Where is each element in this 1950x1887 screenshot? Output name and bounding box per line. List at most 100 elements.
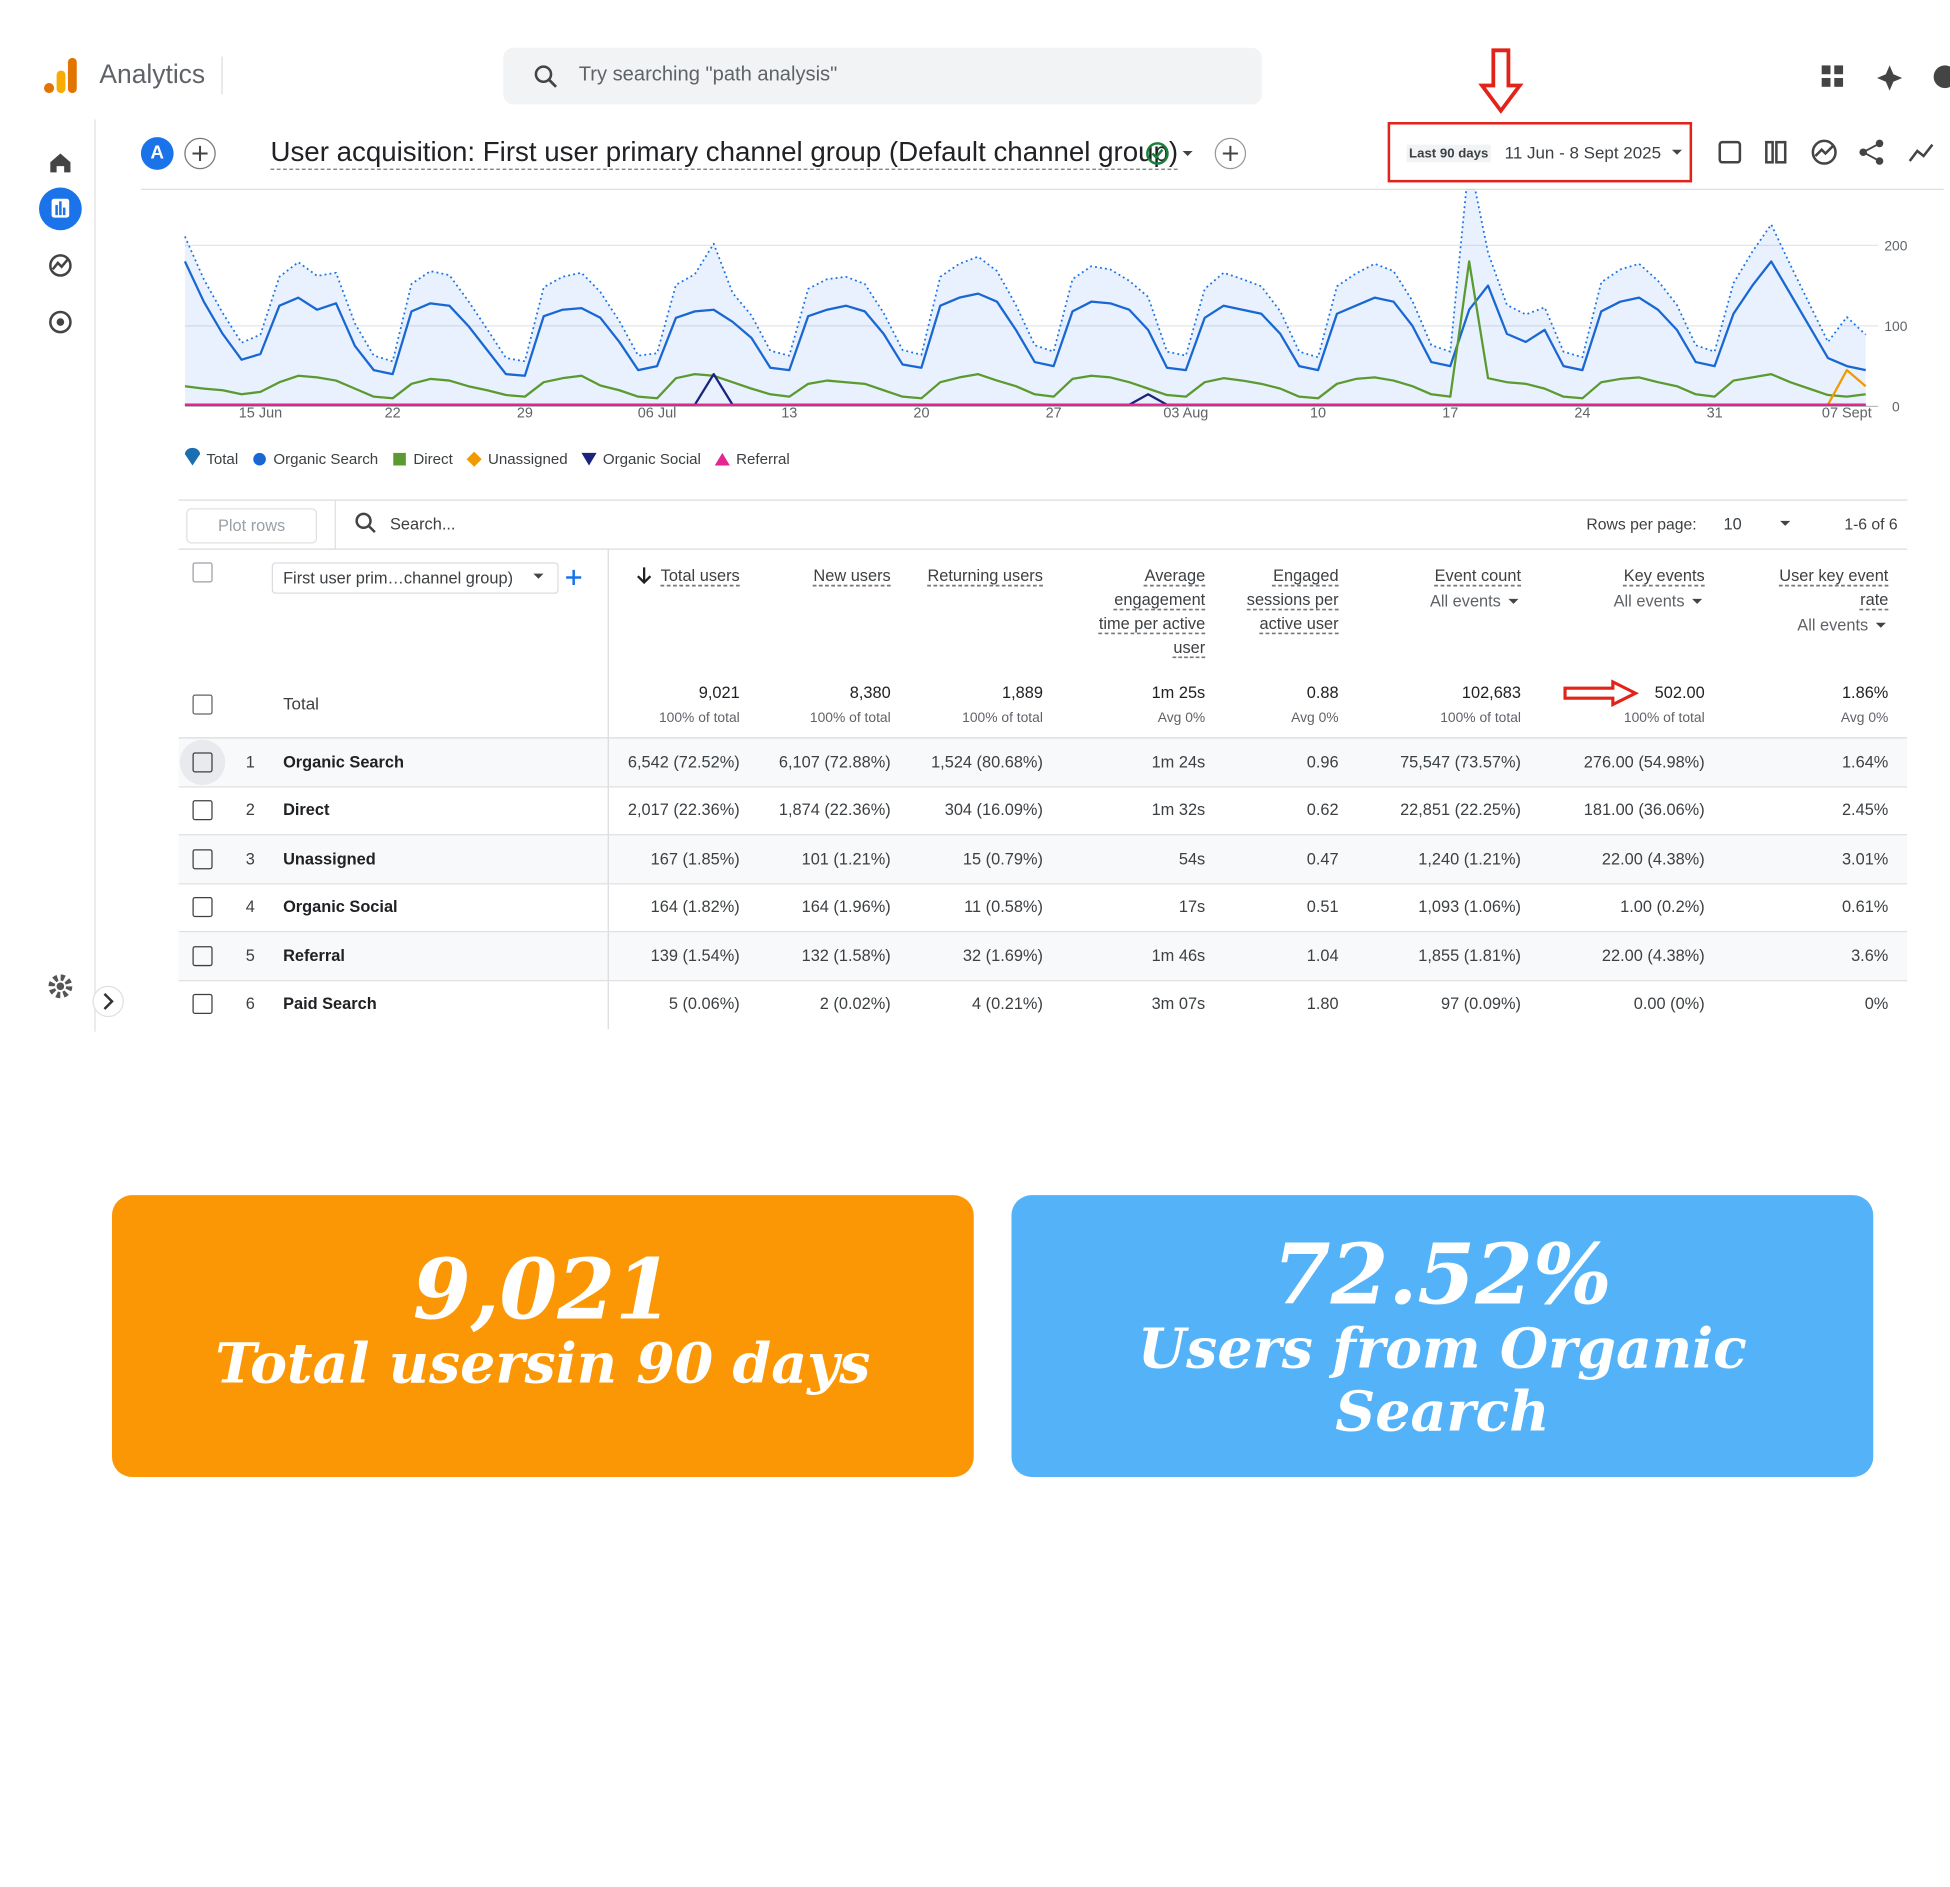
y-tick-label: 0 <box>1892 398 1900 414</box>
dimension-select[interactable] <box>271 562 559 594</box>
row-rank: 2 <box>245 800 255 820</box>
filter-caret[interactable] <box>1506 596 1521 609</box>
x-tick-label: 06 Jul <box>638 406 677 422</box>
row-cell: 181.00 (36.06%) <box>1583 800 1705 820</box>
total-note: 100% of total <box>962 710 1043 726</box>
row-rule <box>178 931 1908 933</box>
column-header[interactable]: Key events <box>1623 566 1705 586</box>
column-header[interactable]: New users <box>813 566 891 586</box>
row-cell: 1.80 <box>1306 993 1339 1013</box>
legend-marker <box>184 447 201 466</box>
row-rank: 3 <box>245 848 255 868</box>
row-checkbox[interactable] <box>192 800 213 821</box>
filter-caret[interactable] <box>1690 596 1705 609</box>
row-cell: 1m 46s <box>1151 945 1206 965</box>
row-cell: 0.61% <box>1841 897 1889 917</box>
search-placeholder: Try searching "path analysis" <box>578 64 838 86</box>
x-tick-label: 24 <box>1574 406 1590 422</box>
top-icons[interactable] <box>1819 63 1950 91</box>
row-cell: 1,855 (1.81%) <box>1418 945 1522 965</box>
date-picker[interactable] <box>1387 122 1693 183</box>
y-tick-label: 200 <box>1884 237 1907 253</box>
filter-caret[interactable] <box>1873 620 1888 633</box>
sidebar <box>30 119 96 1032</box>
rows-per-page-label: Rows per page: <box>1586 515 1697 534</box>
column-header[interactable]: Returning users <box>927 566 1043 586</box>
rows-per-page[interactable]: 10 <box>1723 514 1742 534</box>
row-cell: 75,547 (73.57%) <box>1400 752 1522 772</box>
search-box[interactable] <box>503 47 1262 105</box>
report-title: User acquisition: First user primary cha… <box>270 136 1179 170</box>
divider <box>221 56 223 95</box>
column-header[interactable]: Total users <box>660 566 740 586</box>
row-cell: 0.62 <box>1306 800 1339 820</box>
column-header[interactable]: Event count <box>1434 566 1522 586</box>
x-tick-label: 31 <box>1707 406 1723 422</box>
row-rank: 6 <box>245 993 255 1013</box>
logo <box>44 57 77 94</box>
row-cell: 132 (1.58%) <box>801 945 891 965</box>
legend-label: Total <box>206 451 238 468</box>
y-tick-label: 100 <box>1884 318 1907 334</box>
total-value: 0.88 <box>1306 683 1339 703</box>
avatar: A <box>150 142 165 164</box>
x-tick-label: 27 <box>1046 406 1062 422</box>
dimension-actions[interactable] <box>528 566 588 589</box>
legend-marker <box>714 452 730 466</box>
column-header[interactable]: Average engagement time per active user <box>1098 566 1206 657</box>
row-cell: 22.00 (4.38%) <box>1601 945 1705 965</box>
row-cell: 6,107 (72.88%) <box>778 752 891 772</box>
stat-card: 72.52% Users from Organic Search <box>1011 1195 1874 1477</box>
row-checkbox[interactable] <box>192 752 213 773</box>
column-header[interactable]: Engaged sessions per active user <box>1246 566 1339 633</box>
row-rank: 4 <box>245 897 255 917</box>
chart: 0 100 200 15 Jun 22 29 06 Jul 13 20 27 03 Aug 10 17 2… <box>183 188 1908 468</box>
legend-marker <box>466 451 482 467</box>
row-checkbox[interactable] <box>192 848 213 870</box>
row-cell: 3m 07s <box>1151 993 1206 1013</box>
row-checkbox[interactable] <box>192 945 213 966</box>
row-cell: 276.00 (54.98%) <box>1583 752 1705 772</box>
row-cell: 3.01% <box>1841 848 1889 868</box>
row-cell: 0.51 <box>1306 897 1339 917</box>
row-name: Organic Social <box>283 897 398 917</box>
column-filter: All events <box>1429 591 1501 611</box>
table-search-icon <box>355 512 376 534</box>
total-checkbox[interactable] <box>192 694 213 715</box>
rows-caret <box>1780 520 1791 526</box>
dimension-label: First user prim…channel group) <box>283 568 514 588</box>
row-rule <box>178 834 1908 836</box>
row-checkbox[interactable] <box>192 993 213 1015</box>
row-cell: 15 (0.79%) <box>962 848 1043 868</box>
sidebar-icons[interactable] <box>30 120 131 1032</box>
plot-rows-button[interactable]: Plot rows <box>186 508 318 544</box>
row-cell: 97 (0.09%) <box>1440 993 1522 1013</box>
row-cell: 0.47 <box>1306 848 1339 868</box>
checkbox-hover <box>179 739 226 786</box>
header-checkbox[interactable] <box>192 562 213 583</box>
title-actions[interactable] <box>1140 136 1251 171</box>
row-name: Paid Search <box>283 993 377 1013</box>
date-range-label: Last 90 days <box>1406 144 1491 163</box>
row-rule <box>178 882 1908 885</box>
total-note: 100% of total <box>1623 710 1705 726</box>
row-rank: 5 <box>245 945 255 965</box>
row-cell: 5 (0.06%) <box>668 993 740 1013</box>
row-cell: 17s <box>1178 897 1206 917</box>
row-name: Organic Search <box>283 752 404 772</box>
report-toolbar[interactable] <box>1713 136 1939 171</box>
date-caret <box>1671 149 1683 155</box>
row-checkbox[interactable] <box>192 897 213 918</box>
x-tick-label: 20 <box>913 406 929 422</box>
report-header-icons[interactable] <box>138 135 221 173</box>
app-name: Analytics <box>99 60 206 90</box>
x-tick-label: 29 <box>517 406 533 422</box>
row-cell: 1,093 (1.06%) <box>1418 897 1522 917</box>
table-search[interactable]: Search... <box>390 514 456 534</box>
column-header[interactable]: User key event rate <box>1779 566 1889 609</box>
row-cell: 101 (1.21%) <box>801 848 891 868</box>
row-cell: 1.04 <box>1306 945 1339 965</box>
row-cell: 0.00 (0%) <box>1633 993 1705 1013</box>
row-cell: 2 (0.02%) <box>819 993 891 1013</box>
